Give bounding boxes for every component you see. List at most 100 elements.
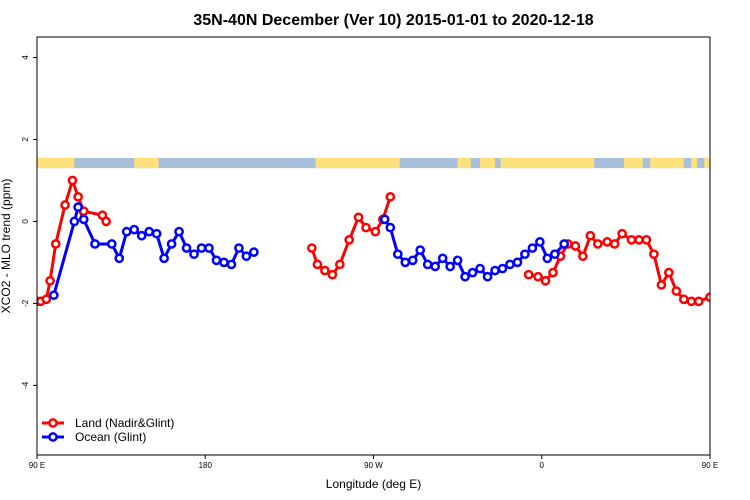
data-point-ocean — [114, 253, 125, 264]
land-band-segment — [315, 157, 400, 169]
data-point-land — [744, 193, 750, 200]
data-point-land — [656, 280, 667, 290]
data-point-land — [344, 235, 355, 245]
x-tick-label: 90 E — [702, 461, 718, 470]
y-tick-label: 2 — [21, 137, 30, 142]
data-point-ocean — [712, 292, 719, 299]
data-point-land — [617, 228, 627, 239]
y-tick-label: 0 — [21, 219, 30, 224]
data-point-ocean — [136, 230, 147, 241]
data-point-ocean — [535, 237, 545, 247]
data-point-ocean — [181, 243, 192, 253]
data-point-land — [736, 177, 743, 184]
data-point-ocean — [497, 263, 508, 274]
data-point-land — [578, 251, 588, 262]
data-point-ocean — [234, 243, 244, 253]
data-point-land — [370, 226, 381, 237]
y-tick-label: -2 — [21, 299, 30, 307]
data-point-land — [714, 277, 721, 284]
data-point-ocean — [445, 261, 455, 272]
data-point-ocean — [159, 253, 169, 264]
data-point-ocean — [512, 257, 523, 268]
x-axis-label: Longitude (deg E) — [326, 477, 421, 491]
data-point-ocean — [415, 245, 426, 255]
data-point-land — [523, 269, 534, 280]
data-point-ocean — [121, 226, 132, 237]
data-point-ocean — [422, 259, 433, 270]
data-point-ocean — [437, 253, 448, 264]
data-point-ocean — [219, 257, 229, 268]
data-point-land — [664, 267, 674, 278]
data-point-ocean — [129, 224, 140, 235]
data-point-ocean — [90, 239, 100, 249]
legend-marker — [48, 418, 58, 428]
data-point-ocean — [746, 216, 750, 223]
data-point-ocean — [241, 251, 252, 262]
data-point-ocean — [196, 243, 207, 253]
data-point-land — [671, 286, 682, 296]
data-point-ocean — [482, 271, 493, 282]
data-point-ocean — [407, 255, 418, 266]
x-tick-label: 90 E — [29, 461, 45, 470]
data-point-ocean — [549, 249, 560, 260]
data-point-ocean — [189, 249, 199, 260]
data-point-land — [353, 212, 364, 223]
legend: Land (Nadir&Glint)Ocean (Glint) — [42, 416, 174, 444]
series-points — [37, 175, 750, 307]
land-band-segment — [624, 157, 643, 169]
land-band-segment — [704, 157, 710, 169]
data-point-ocean — [211, 255, 222, 266]
data-point-ocean — [527, 243, 538, 253]
data-point-ocean — [490, 265, 500, 276]
land-band-segment — [457, 157, 471, 169]
series-line-ocean — [716, 207, 750, 295]
y-tick-label: 4 — [21, 55, 30, 60]
data-point-ocean — [430, 261, 441, 272]
data-point-ocean — [467, 267, 478, 278]
data-point-ocean — [542, 253, 553, 264]
land-band-segment — [650, 157, 684, 169]
data-point-land — [306, 243, 317, 253]
data-point-land — [693, 296, 704, 307]
land-band-segment — [37, 157, 75, 169]
plot-area — [37, 157, 750, 307]
data-point-ocean — [400, 257, 411, 268]
x-tick-label: 0 — [540, 461, 545, 470]
data-point-land — [602, 237, 613, 247]
data-point-land — [540, 275, 551, 286]
data-point-ocean — [559, 239, 570, 249]
data-point-land — [45, 275, 55, 286]
data-point-land — [73, 191, 83, 202]
data-point-land — [721, 240, 728, 247]
data-point-ocean — [385, 222, 396, 233]
land-mask-band — [37, 157, 710, 169]
data-point-land — [67, 175, 78, 186]
data-point-ocean — [379, 214, 390, 225]
data-point-ocean — [249, 247, 259, 257]
land-band-segment — [480, 157, 496, 169]
data-point-land — [649, 249, 659, 260]
data-point-ocean — [520, 249, 530, 260]
x-tick-label: 180 — [199, 461, 213, 470]
data-point-land — [678, 294, 689, 305]
data-point-ocean — [73, 202, 83, 212]
data-point-ocean — [740, 203, 747, 210]
data-point-ocean — [78, 214, 89, 225]
data-point-ocean — [174, 226, 184, 237]
data-point-land — [361, 222, 371, 233]
data-point-ocean — [505, 259, 515, 270]
data-point-land — [50, 239, 61, 249]
data-point-ocean — [69, 216, 80, 227]
data-point-land — [570, 241, 581, 251]
data-point-ocean — [151, 228, 162, 239]
data-point-land — [548, 267, 558, 278]
y-tick-label: -4 — [21, 381, 30, 389]
data-point-land — [385, 191, 396, 202]
data-point-land — [60, 200, 70, 210]
data-point-ocean — [460, 271, 470, 282]
data-point-land — [686, 296, 697, 307]
data-point-land — [729, 201, 736, 208]
x-axis: 90 E 180 90 W 0 90 E — [29, 455, 718, 470]
data-point-ocean — [144, 226, 155, 237]
